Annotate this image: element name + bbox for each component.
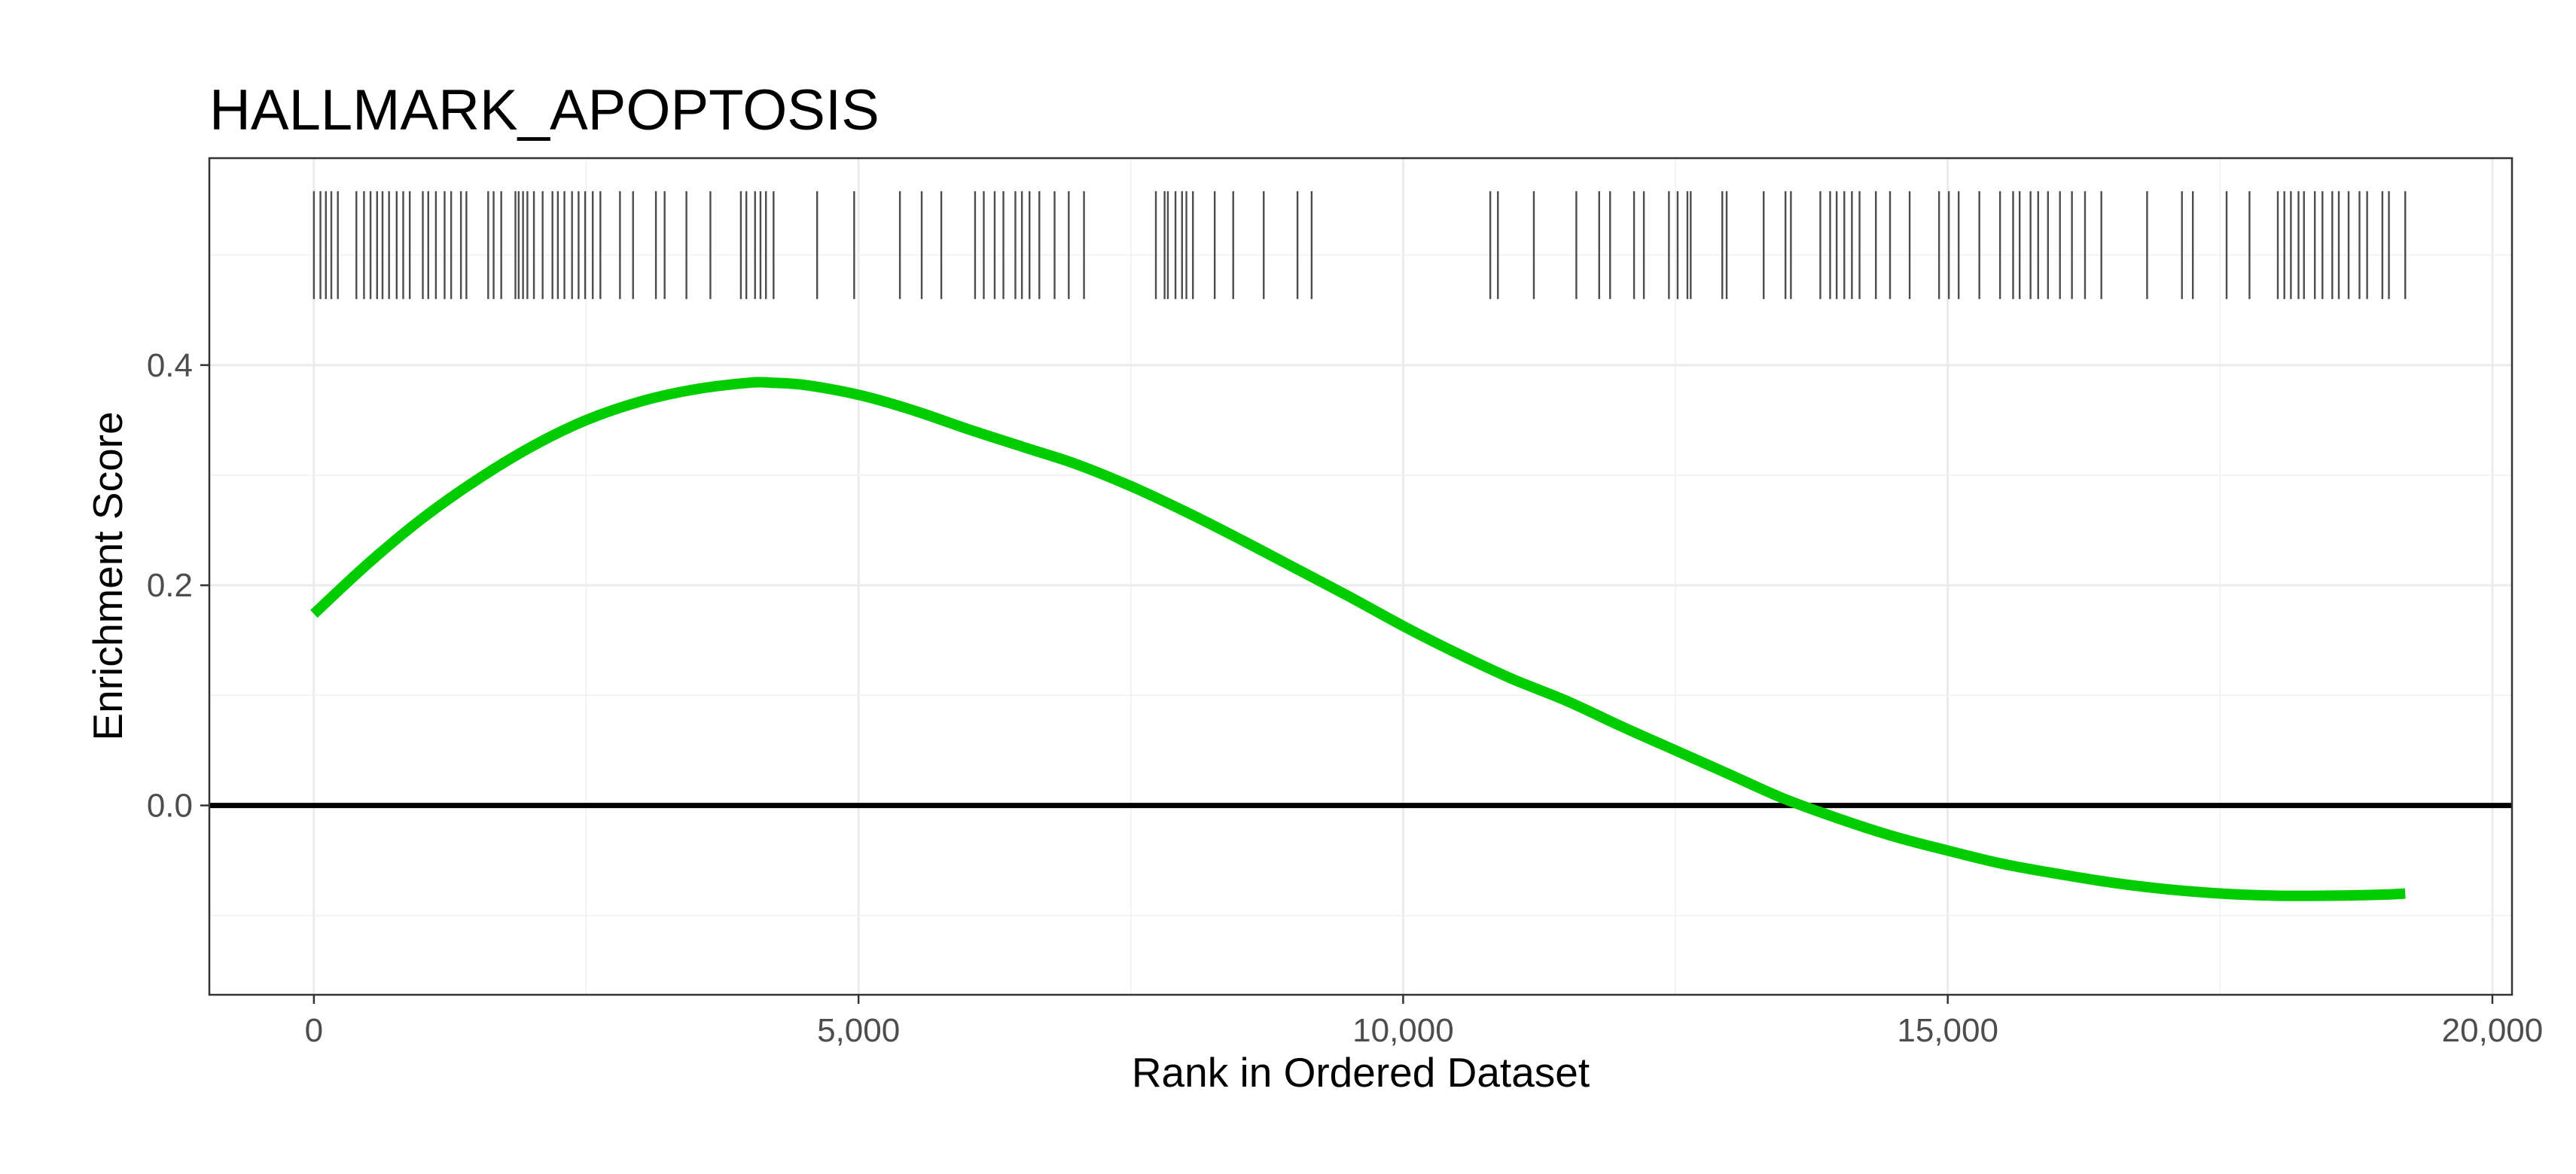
plot-background	[209, 158, 2512, 995]
x-axis-label: Rank in Ordered Dataset	[1132, 1049, 1590, 1096]
y-tick-label: 0.4	[147, 347, 193, 384]
x-tick-label: 20,000	[2442, 1012, 2544, 1049]
y-axis-label: Enrichment Score	[84, 411, 131, 740]
gene-hit-ticks	[312, 191, 2407, 300]
x-tick-label: 15,000	[1897, 1012, 1998, 1049]
y-tick-label: 0.2	[147, 567, 193, 604]
chart-title: HALLMARK_APOPTOSIS	[209, 78, 879, 142]
axes: 0 5,000 10,000 15,000 20,000 0.0 0.2 0.4	[147, 347, 2543, 1049]
y-tick-label: 0.0	[147, 788, 193, 825]
enrichment-score-line	[310, 377, 2406, 901]
x-tick-label: 0	[305, 1012, 323, 1049]
x-tick-label: 10,000	[1352, 1012, 1454, 1049]
enrichment-series	[310, 377, 2406, 901]
x-tick-label: 5,000	[817, 1012, 900, 1049]
plot-panel-border	[208, 157, 2514, 996]
